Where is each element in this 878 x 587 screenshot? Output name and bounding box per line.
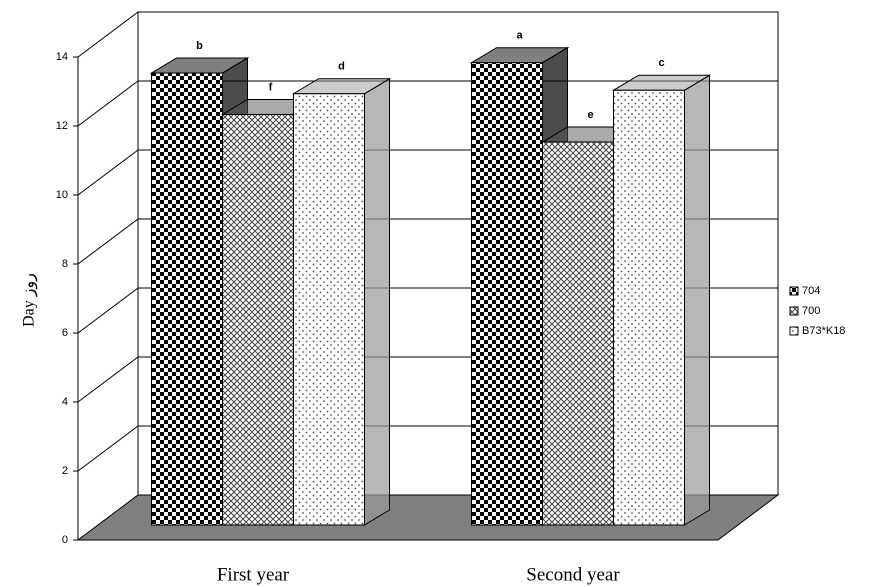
y-tick-label: 4 (62, 396, 68, 408)
annotation: e (587, 109, 593, 121)
grid-line (77, 80, 139, 127)
grid-line (77, 356, 139, 403)
y-tick-label: 12 (56, 120, 68, 132)
legend-swatch (789, 326, 799, 336)
y-tick-label: 0 (62, 534, 68, 546)
y-tick-label: 8 (62, 258, 68, 270)
bar (611, 74, 712, 526)
legend-label: 704 (802, 285, 820, 297)
legend-label: B73*K18 (802, 325, 845, 337)
legend-swatch (789, 306, 799, 316)
legend-label: 700 (802, 305, 820, 317)
grid-line (77, 425, 139, 472)
annotation: b (196, 40, 203, 52)
annotation: d (338, 61, 345, 73)
annotation: a (516, 30, 523, 42)
y-axis-label: Day روز (21, 273, 38, 327)
x-tick-label: Second year (526, 564, 620, 585)
grid-line (77, 11, 139, 58)
annotation: c (658, 57, 664, 69)
grid-line (77, 287, 139, 334)
x-tick-label: First year (217, 564, 290, 585)
bar (291, 77, 392, 526)
y-tick-label: 6 (62, 327, 68, 339)
grid-line (77, 149, 139, 196)
y-tick-label: 2 (62, 465, 68, 477)
y-tick-label: 10 (56, 189, 68, 201)
y-tick-label: 14 (56, 51, 68, 63)
legend-swatch (789, 286, 799, 296)
grid-line (77, 218, 139, 265)
annotation: f (269, 81, 273, 93)
